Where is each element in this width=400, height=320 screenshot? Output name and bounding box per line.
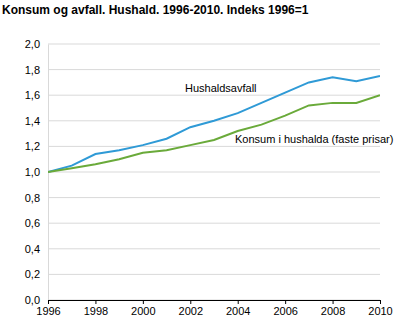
grid-line <box>48 223 380 224</box>
grid-line <box>48 197 380 198</box>
y-tick-label: 2,0 <box>25 38 40 50</box>
x-tick-label: 2010 <box>368 305 392 317</box>
x-tick-label: 1996 <box>36 305 60 317</box>
title: Konsum og avfall. Hushald. 1996-2010. In… <box>2 3 309 17</box>
y-tick-label: 1,4 <box>25 115 40 127</box>
y-tick: 2,0 <box>25 38 48 50</box>
y-tick: 0,8 <box>25 192 48 204</box>
y-tick-label: 0,8 <box>25 192 40 204</box>
x-tick-label: 2006 <box>273 305 297 317</box>
x-tick-label: 2000 <box>131 305 155 317</box>
y-tick-label: 1,0 <box>25 166 40 178</box>
x-tick: 2010 <box>368 300 392 317</box>
y-axis: 0,00,20,40,60,81,01,21,41,61,82,0 <box>25 38 49 306</box>
y-tick-label: 0,6 <box>25 217 40 229</box>
x-tick-label: 1998 <box>84 305 108 317</box>
x-tick-mark <box>380 300 381 304</box>
x-tick-mark <box>333 300 334 304</box>
grid-line <box>48 300 380 301</box>
x-tick-mark <box>190 300 191 304</box>
x-tick-label: 2002 <box>179 305 203 317</box>
series-label: Hushaldsavfall <box>185 82 257 94</box>
y-tick: 1,2 <box>25 140 48 152</box>
y-tick: 1,6 <box>25 89 48 101</box>
grid-line <box>48 69 380 70</box>
x-tick: 2000 <box>131 300 155 317</box>
y-tick: 0,4 <box>25 243 48 255</box>
x-tick: 1998 <box>84 300 108 317</box>
grid-line <box>48 172 380 173</box>
x-tick-mark <box>48 300 49 304</box>
y-tick-label: 1,6 <box>25 89 40 101</box>
x-tick-mark <box>285 300 286 304</box>
y-tick: 1,4 <box>25 115 48 127</box>
y-tick-label: 1,2 <box>25 140 40 152</box>
x-tick-mark <box>95 300 96 304</box>
chart: Konsum og avfall. Hushald. 1996-2010. In… <box>0 0 400 320</box>
x-tick-mark <box>143 300 144 304</box>
grid <box>48 44 380 300</box>
x-tick-label: 2004 <box>226 305 250 317</box>
y-tick-label: 0,2 <box>25 268 40 280</box>
lines <box>48 76 380 172</box>
series-line <box>48 76 380 172</box>
x-axis-line <box>49 300 381 301</box>
grid-line <box>48 95 380 96</box>
grid-line <box>48 44 380 45</box>
x-tick: 2002 <box>179 300 203 317</box>
grid-line <box>48 248 380 249</box>
y-tick-label: 1,8 <box>25 64 40 76</box>
x-tick-mark <box>238 300 239 304</box>
x-tick-label: 2008 <box>321 305 345 317</box>
series-label: Konsum i hushalda (faste prisar) <box>235 133 393 145</box>
y-tick: 0,2 <box>25 268 48 280</box>
y-tick: 0,6 <box>25 217 48 229</box>
grid-line <box>48 146 380 147</box>
x-tick: 2006 <box>273 300 297 317</box>
y-tick-label: 0,4 <box>25 243 40 255</box>
x-tick: 2008 <box>321 300 345 317</box>
x-tick: 1996 <box>36 300 60 317</box>
y-tick: 1,8 <box>25 64 48 76</box>
grid-line <box>48 274 380 275</box>
y-tick: 1,0 <box>25 166 48 178</box>
x-tick: 2004 <box>226 300 250 317</box>
x-axis: 1996 1998 2000 2002 2004 2006 2008 2010 <box>36 300 392 317</box>
